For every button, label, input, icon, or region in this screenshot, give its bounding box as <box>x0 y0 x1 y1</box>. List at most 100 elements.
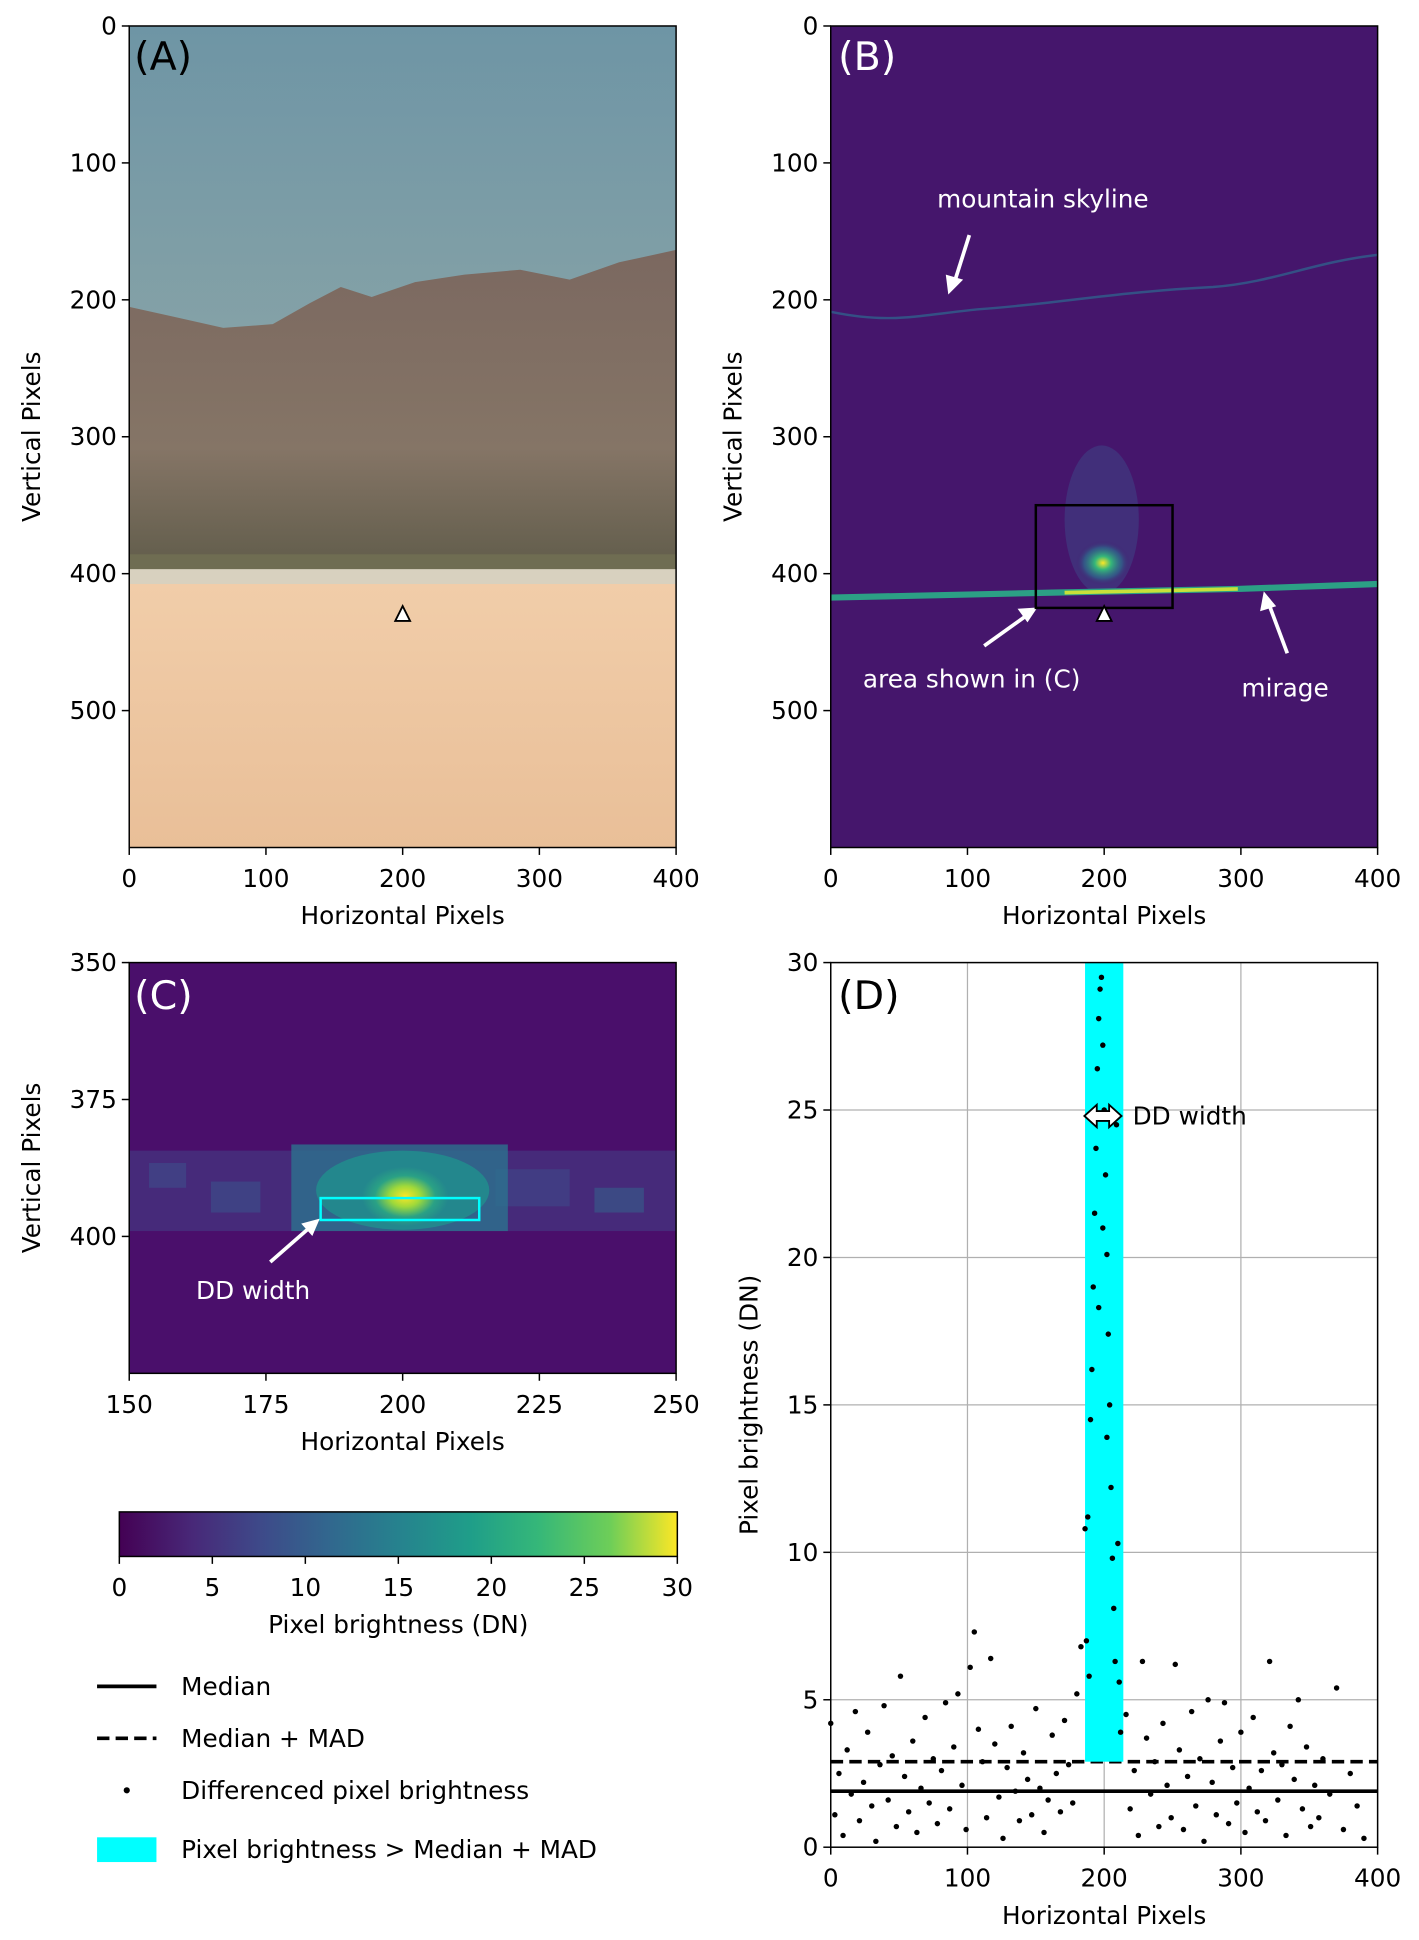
point <box>1258 1767 1265 1774</box>
y-tick-label: 400 <box>771 559 818 588</box>
point <box>1156 1823 1162 1830</box>
point <box>1299 1806 1306 1812</box>
x-axis-label: Horizontal Pixels <box>1002 1901 1206 1930</box>
point <box>869 1803 875 1809</box>
point <box>1087 1416 1094 1423</box>
frame <box>830 25 1379 849</box>
point <box>1045 1797 1051 1803</box>
point <box>1152 1758 1158 1765</box>
arrow <box>269 1218 320 1264</box>
point <box>1354 1803 1360 1809</box>
point <box>1113 1122 1120 1128</box>
point <box>1327 1791 1333 1797</box>
y-tick-label: 350 <box>70 948 117 977</box>
x-axis-label: Pixel brightness (DN) <box>268 1610 528 1639</box>
y-tick-label: 0 <box>803 11 819 40</box>
point <box>836 1770 842 1777</box>
annotation-arrow <box>1082 1102 1123 1130</box>
point <box>1108 1484 1114 1491</box>
y-tick-label: 0 <box>101 11 117 40</box>
point <box>955 1691 961 1697</box>
y-tick-label: 500 <box>771 696 818 725</box>
point <box>1095 1015 1102 1022</box>
point <box>1188 1708 1195 1715</box>
point <box>1193 1803 1199 1809</box>
x-tick-label: 100 <box>242 864 289 893</box>
panel: 0 100 200 300 400 0 100 200 300 400 500 Horizontal … <box>17 11 700 930</box>
point <box>856 1817 863 1824</box>
frame <box>118 1511 679 1558</box>
point <box>1275 1797 1281 1803</box>
point <box>832 1812 838 1818</box>
point <box>881 1702 887 1709</box>
panel: DD width 0 100 200 300 400 0 5 10 15 20 25 30 Horizon… <box>735 948 1402 1930</box>
annotation: area shown in (C) <box>863 665 1080 694</box>
point <box>1246 1785 1252 1791</box>
point <box>963 1826 969 1833</box>
x-tick-label: 400 <box>1354 1864 1401 1893</box>
y-tick-label: 375 <box>70 1085 117 1114</box>
point <box>1093 1145 1099 1152</box>
annotation: DD width <box>196 1276 310 1305</box>
y-tick-label: 15 <box>787 1390 818 1419</box>
x-tick-label: 400 <box>652 864 699 893</box>
y-tick-label: 100 <box>771 148 818 177</box>
point <box>1307 1823 1314 1830</box>
point <box>1316 1814 1322 1821</box>
point <box>1090 1284 1096 1290</box>
point <box>1016 1817 1023 1824</box>
point <box>1065 1761 1072 1768</box>
point <box>1131 1767 1137 1774</box>
x-tick-label: 0 <box>121 864 137 893</box>
x-tick-label: 225 <box>516 1390 563 1419</box>
point <box>1070 1800 1076 1806</box>
frame <box>128 25 677 849</box>
point <box>1024 1776 1031 1783</box>
x-tick-label: 200 <box>379 864 426 893</box>
point <box>860 1779 867 1786</box>
x-tick-label: 5 <box>204 1573 220 1602</box>
point <box>971 1629 978 1635</box>
panel: 0 100 200 300 400 0 100 200 300 400 500 Horizontal … <box>719 11 1402 930</box>
point <box>1201 1838 1207 1845</box>
point <box>840 1832 846 1839</box>
point <box>1109 1555 1116 1561</box>
point <box>1225 1820 1232 1827</box>
point <box>1089 1366 1095 1373</box>
point <box>1020 1750 1027 1756</box>
point <box>1097 986 1103 992</box>
x-tick-label: 200 <box>1081 864 1128 893</box>
panel-label: (C) <box>134 973 193 1019</box>
point <box>1160 1720 1166 1727</box>
x-tick-label: 300 <box>1217 1864 1264 1893</box>
point <box>848 1791 854 1797</box>
y-tick-label: 10 <box>787 1538 818 1567</box>
point <box>992 1741 998 1747</box>
panel-label: (D) <box>838 973 899 1019</box>
point <box>1083 1638 1090 1644</box>
point <box>901 1773 908 1780</box>
point <box>873 1838 879 1845</box>
point <box>1234 1800 1240 1806</box>
heatmap-zoom <box>129 962 677 1374</box>
y-axis-label: Vertical Pixels <box>17 1083 46 1254</box>
point <box>1168 1814 1174 1821</box>
point <box>983 1814 990 1821</box>
point <box>844 1747 850 1753</box>
panel-label: (A) <box>134 34 192 80</box>
y-axis-label: Vertical Pixels <box>17 351 46 522</box>
point <box>938 1767 945 1774</box>
point <box>918 1785 924 1791</box>
point <box>1279 1761 1285 1768</box>
point <box>1139 1658 1146 1665</box>
point <box>1262 1817 1269 1824</box>
point <box>877 1761 883 1768</box>
point <box>1127 1806 1133 1812</box>
span <box>1085 962 1124 1762</box>
point <box>1213 1812 1220 1818</box>
point <box>1320 1756 1326 1762</box>
point <box>967 1664 973 1671</box>
point <box>1254 1809 1261 1815</box>
point <box>1074 1691 1080 1697</box>
